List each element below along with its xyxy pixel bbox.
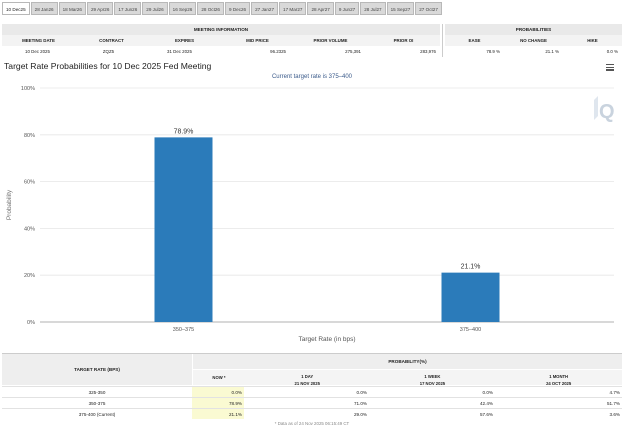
col-contract: CONTRACT bbox=[99, 38, 124, 43]
meeting-info-values: 10 Dec 2025 ZQZ5 31 Dec 2025 96.2325 275… bbox=[2, 46, 440, 57]
probability-bar-chart: 0% 20% 40% 60% 80% 100% Probability 78.9% 350–37… bbox=[6, 86, 614, 343]
meeting-info-columns: MEETING DATE CONTRACT EXPIRES MID PRICE … bbox=[2, 35, 440, 46]
col-prior-oi: PRIOR OI bbox=[393, 38, 414, 43]
y-tick-label: 20% bbox=[24, 273, 35, 279]
probabilities-columns: EASE NO CHANGE HIKE bbox=[445, 35, 622, 46]
col-1-day: 1 DAY 21 NOV 2025 bbox=[245, 370, 370, 386]
data-label: 21.1% bbox=[461, 264, 481, 271]
row-1-day: 0.0% bbox=[356, 390, 367, 395]
col-mid-price: MID PRICE bbox=[246, 38, 269, 43]
y-axis-label: Probability bbox=[6, 189, 13, 220]
tab-28-jul27[interactable]: 28 Jul27 bbox=[360, 2, 386, 15]
tab-28-oct26[interactable]: 28 Oct26 bbox=[197, 2, 224, 15]
bar bbox=[441, 272, 500, 322]
row-1-month: 3.6% bbox=[609, 412, 620, 417]
table-row: 350-375 78.9% 71.0% 42.4% 51.7% bbox=[2, 397, 622, 408]
row-rate: 375-400 (Current) bbox=[78, 412, 116, 417]
val-contract: ZQZ5 bbox=[102, 49, 115, 54]
tab-29-apr26[interactable]: 29 Apr26 bbox=[87, 2, 114, 15]
hamburger-menu-icon[interactable] bbox=[606, 64, 614, 71]
val-hike: 0.0 % bbox=[606, 49, 618, 54]
tab-10-dec25[interactable]: 10 Dec25 bbox=[2, 2, 30, 15]
tab-29-jul26[interactable]: 29 Jul26 bbox=[142, 2, 168, 15]
val-ease: 78.9 % bbox=[486, 49, 500, 54]
y-tick-label: 0% bbox=[27, 320, 35, 326]
tab-18-mar26[interactable]: 18 Mar26 bbox=[58, 2, 86, 15]
data-timestamp-footnote: * Data as of 24 Nov 2025 06:15:49 CT bbox=[274, 421, 350, 426]
col-no-change: NO CHANGE bbox=[520, 38, 547, 43]
divider bbox=[442, 24, 443, 57]
val-mid-price: 96.2325 bbox=[270, 49, 286, 54]
data-label: 78.9% bbox=[174, 128, 194, 135]
y-tick-label: 60% bbox=[24, 180, 35, 186]
col-1-week-label: 1 WEEK bbox=[424, 374, 441, 379]
tab-17-jun26[interactable]: 17 Jun26 bbox=[114, 2, 142, 15]
row-rate: 325-350 bbox=[88, 390, 106, 395]
tab-15-sep27[interactable]: 15 Sep27 bbox=[386, 2, 415, 15]
y-tick-label: 80% bbox=[24, 133, 35, 139]
row-1-day: 71.0% bbox=[353, 401, 367, 406]
col-1-week-date: 17 NOV 2025 bbox=[419, 381, 446, 386]
row-now: 0.0% bbox=[192, 387, 244, 397]
meeting-tabs: 10 Dec25 28 Jan26 18 Mar26 29 Apr26 17 J… bbox=[2, 2, 442, 16]
x-tick-label: 375–400 bbox=[460, 327, 481, 333]
col-1-day-label: 1 DAY bbox=[301, 374, 314, 379]
row-1-day: 29.0% bbox=[353, 412, 367, 417]
meeting-info-header: MEETING INFORMATION bbox=[2, 24, 440, 35]
y-tick-label: 100% bbox=[21, 86, 35, 92]
tab-27-oct27[interactable]: 27 Oct27 bbox=[415, 2, 442, 15]
val-meeting-date: 10 Dec 2025 bbox=[25, 49, 50, 54]
probabilities-header: PROBABILITIES bbox=[445, 24, 622, 35]
row-1-month: 51.7% bbox=[606, 401, 620, 406]
row-now: 21.1% bbox=[192, 409, 244, 419]
col-1-month-label: 1 MONTH bbox=[549, 374, 569, 379]
target-rate-header: TARGET RATE (BPS) bbox=[2, 354, 192, 385]
row-1-month: 4.7% bbox=[609, 390, 620, 395]
probabilities-values: 78.9 % 21.1 % 0.0 % bbox=[445, 46, 622, 57]
val-expires: 31 Dec 2025 bbox=[167, 49, 192, 54]
tab-27-jan27[interactable]: 27 Jan27 bbox=[251, 2, 279, 15]
table-row: 375-400 (Current) 21.1% 29.0% 57.6% 3.6% bbox=[2, 408, 622, 419]
row-1-week: 42.4% bbox=[479, 401, 493, 406]
row-1-week: 0.0% bbox=[482, 390, 493, 395]
x-axis-label: Target Rate (in bps) bbox=[298, 336, 355, 343]
x-tick-label: 350–375 bbox=[173, 327, 194, 333]
watermark-q-icon: Q bbox=[594, 96, 614, 123]
bar bbox=[154, 137, 213, 322]
probability-header: PROBABILITY(%) bbox=[193, 354, 622, 369]
row-now: 78.9% bbox=[192, 398, 244, 408]
table-row: 325-350 0.0% 0.0% 0.0% 4.7% bbox=[2, 386, 622, 397]
tab-28-apr27[interactable]: 28 Apr27 bbox=[307, 2, 334, 15]
col-meeting-date: MEETING DATE bbox=[22, 38, 55, 43]
col-1-month-date: 24 OCT 2025 bbox=[546, 381, 572, 386]
tab-9-dec26[interactable]: 9 Dec26 bbox=[225, 2, 251, 15]
col-now: NOW * bbox=[212, 375, 226, 380]
tab-17-mar27[interactable]: 17 Mar27 bbox=[279, 2, 307, 15]
row-1-week: 57.6% bbox=[479, 412, 493, 417]
val-no-change: 21.1 % bbox=[545, 49, 559, 54]
col-1-month: 1 MONTH 24 OCT 2025 bbox=[495, 370, 622, 386]
val-prior-oi: 283,976 bbox=[420, 49, 436, 54]
tab-9-jun27[interactable]: 9 Jun27 bbox=[334, 2, 360, 15]
tab-28-jan26[interactable]: 28 Jan26 bbox=[30, 2, 58, 15]
svg-text:Q: Q bbox=[599, 101, 614, 123]
meeting-info-table: MEETING INFORMATION PROBABILITIES MEETIN… bbox=[2, 24, 622, 57]
val-prior-volume: 275,391 bbox=[345, 49, 361, 54]
chart-subtitle: Current target rate is 375–400 bbox=[271, 74, 353, 80]
col-prior-volume: PRIOR VOLUME bbox=[313, 38, 348, 43]
probability-column-headers: NOW * 1 DAY 21 NOV 2025 1 WEEK 17 NOV 20… bbox=[193, 370, 622, 386]
col-expires: EXPIRES bbox=[174, 38, 195, 43]
y-tick-label: 40% bbox=[24, 226, 35, 232]
col-1-day-date: 21 NOV 2025 bbox=[294, 381, 320, 386]
chart-title: Target Rate Probabilities for 10 Dec 202… bbox=[4, 61, 212, 71]
probability-table: TARGET RATE (BPS) PROBABILITY(%) NOW * 1… bbox=[2, 353, 622, 419]
col-ease: EASE bbox=[468, 38, 481, 43]
row-rate: 350-375 bbox=[88, 401, 106, 406]
col-hike: HIKE bbox=[587, 38, 598, 43]
col-1-week: 1 WEEK 17 NOV 2025 bbox=[370, 370, 496, 386]
tab-16-sep26[interactable]: 16 Sep26 bbox=[168, 2, 197, 15]
